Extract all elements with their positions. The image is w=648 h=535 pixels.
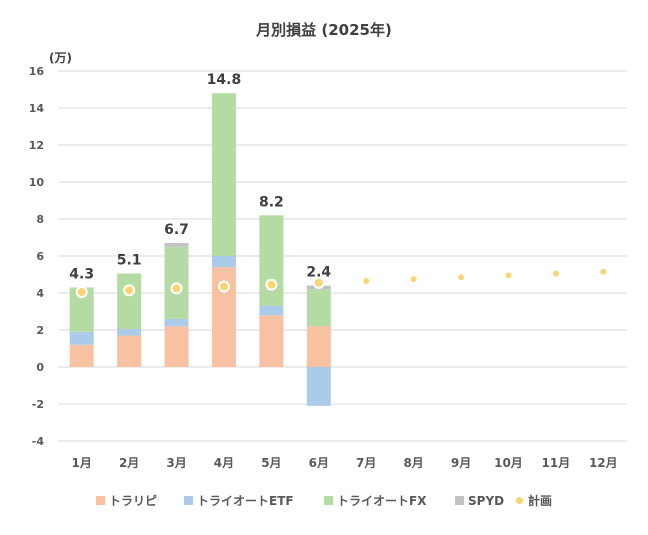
bar-segment <box>306 367 331 406</box>
y-tick-label: 0 <box>36 361 44 374</box>
y-tick-label: 12 <box>29 139 44 152</box>
bar-segment <box>306 289 331 327</box>
y-tick-label: -2 <box>32 398 44 411</box>
plan-point <box>363 277 370 284</box>
x-axis-ticks: 1月 2月 3月 4月 5月 6月 7月 8月 9月 10月 11月 12月 <box>72 456 618 470</box>
legend-swatch <box>516 497 523 504</box>
bar-segment <box>211 93 236 256</box>
x-tick-label: 4月 <box>214 456 234 470</box>
total-label: 8.2 <box>259 194 284 210</box>
total-label: 14.8 <box>207 72 242 88</box>
bar-segment <box>259 215 284 306</box>
y-axis-unit-label: (万) <box>49 51 72 65</box>
y-tick-label: 14 <box>29 102 45 115</box>
legend-label: トライオートFX <box>337 494 427 508</box>
plan-point <box>410 276 417 283</box>
y-tick-label: 8 <box>36 213 44 226</box>
x-tick-label: 5月 <box>261 456 281 470</box>
bar-segment <box>259 305 284 316</box>
bar-segment <box>164 243 189 247</box>
plan-points <box>75 268 607 299</box>
legend-swatch <box>324 496 333 505</box>
gridlines <box>58 70 627 442</box>
total-label: 2.4 <box>306 265 331 281</box>
y-tick-label: 6 <box>36 250 44 263</box>
x-tick-label: 2月 <box>119 456 139 470</box>
y-tick-label: 2 <box>36 324 44 337</box>
legend-label: 計画 <box>528 493 552 508</box>
bar-segment <box>211 256 236 268</box>
bar-segment <box>259 315 284 367</box>
x-tick-label: 10月 <box>494 456 523 470</box>
chart-title: 月別損益 (2025年) <box>255 21 392 39</box>
x-tick-label: 11月 <box>542 456 571 470</box>
bar-segment <box>117 329 142 336</box>
plan-point <box>600 268 607 275</box>
bar-segment <box>306 326 331 367</box>
bar-segment <box>117 335 142 367</box>
bar-segment <box>117 273 142 330</box>
y-tick-label: 4 <box>36 287 44 300</box>
bar-segment <box>69 344 94 367</box>
y-tick-label: -4 <box>32 435 45 448</box>
plan-point <box>77 288 86 297</box>
legend-label: トライオートETF <box>197 494 294 508</box>
bars <box>69 93 331 406</box>
legend: トラリピ トライオートETF トライオートFX SPYD 計画 <box>96 493 552 508</box>
y-axis-ticks: 16 14 12 10 8 6 4 2 0 -2 -4 <box>29 65 45 448</box>
x-tick-label: 6月 <box>309 456 329 470</box>
y-tick-label: 10 <box>29 176 45 189</box>
total-label: 4.3 <box>69 266 94 282</box>
x-tick-label: 9月 <box>451 456 471 470</box>
x-tick-label: 1月 <box>72 456 92 470</box>
plan-point <box>552 270 559 277</box>
bar-segment <box>164 326 189 367</box>
legend-label: トラリピ <box>109 494 157 508</box>
legend-swatch <box>455 496 464 505</box>
x-tick-label: 8月 <box>403 456 423 470</box>
total-label: 5.1 <box>117 253 142 269</box>
x-tick-label: 12月 <box>589 456 618 470</box>
plan-point <box>505 272 512 279</box>
total-labels: 4.3 5.1 6.7 14.8 8.2 2.4 <box>69 72 331 282</box>
y-tick-label: 16 <box>29 65 45 78</box>
x-tick-label: 3月 <box>166 456 186 470</box>
plan-point <box>219 282 228 291</box>
legend-swatch <box>96 496 105 505</box>
plan-point <box>172 284 181 293</box>
plan-point <box>267 280 276 289</box>
plan-point <box>458 274 465 281</box>
legend-swatch <box>184 496 193 505</box>
plan-point <box>125 286 134 295</box>
bar-segment <box>69 331 94 345</box>
bar-segment <box>164 318 189 327</box>
plan-point <box>314 278 323 287</box>
x-tick-label: 7月 <box>356 456 376 470</box>
total-label: 6.7 <box>164 222 189 238</box>
legend-label: SPYD <box>468 494 504 508</box>
